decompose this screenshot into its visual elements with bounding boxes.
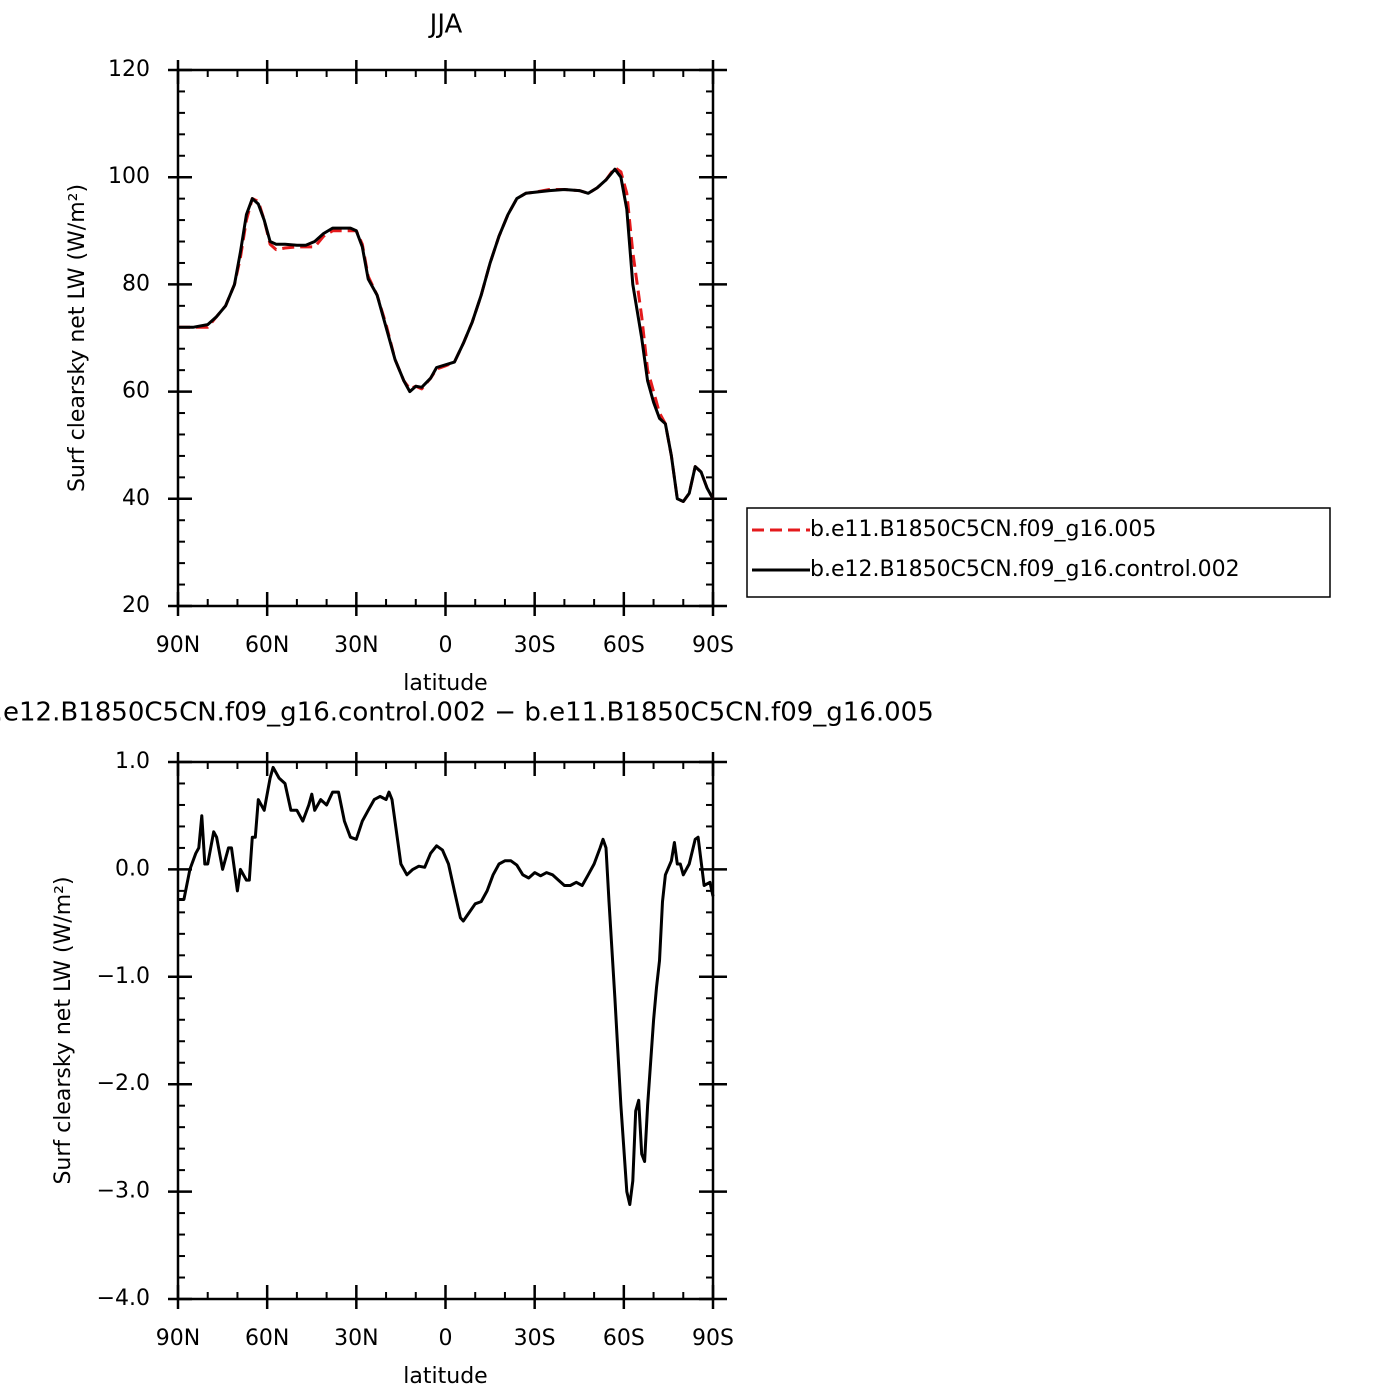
x-tick-label: 60S	[603, 1326, 645, 1351]
x-axis-label: latitude	[403, 1364, 487, 1389]
legend-label: b.e12.B1850C5CN.f09_g16.control.002	[810, 557, 1240, 582]
x-tick-label: 60S	[603, 633, 645, 658]
y-tick-label: 60	[122, 379, 150, 404]
data-line	[178, 765, 715, 1206]
y-tick-label: 40	[122, 486, 150, 511]
data-line	[178, 166, 715, 503]
x-tick-label: 60N	[245, 633, 289, 658]
x-axis-label: latitude	[403, 671, 487, 696]
y-tick-label: −4.0	[97, 1286, 150, 1311]
y-tick-label: 100	[108, 164, 150, 189]
y-tick-label: −1.0	[97, 964, 150, 989]
x-tick-label: 30S	[514, 633, 556, 658]
x-tick-label: 30N	[334, 1326, 378, 1351]
x-tick-label: 30S	[514, 1326, 556, 1351]
y-tick-label: 0.0	[115, 856, 150, 881]
chart-title: JJA	[428, 10, 463, 40]
x-tick-label: 90S	[692, 1326, 734, 1351]
x-tick-label: 90N	[156, 633, 200, 658]
data-line	[178, 167, 715, 503]
y-tick-label: 20	[122, 593, 150, 618]
plot-frame	[176, 68, 715, 608]
x-tick-label: 30N	[334, 633, 378, 658]
x-tick-label: 60N	[245, 1326, 289, 1351]
y-tick-label: −3.0	[97, 1179, 150, 1204]
y-tick-label: 120	[108, 57, 150, 82]
x-tick-label: 90N	[156, 1326, 200, 1351]
x-tick-label: 0	[439, 633, 453, 658]
legend-box	[746, 507, 1331, 598]
chart-title: b.e12.B1850C5CN.f09_g16.control.002 − b.…	[0, 698, 934, 728]
y-tick-label: 1.0	[115, 749, 150, 774]
y-axis-label: Surf clearsky net LW (W/m²)	[65, 184, 90, 492]
legend-label: b.e11.B1850C5CN.f09_g16.005	[810, 517, 1156, 542]
plot-frame	[176, 760, 715, 1301]
y-tick-label: 80	[122, 271, 150, 296]
y-tick-label: −2.0	[97, 1071, 150, 1096]
x-tick-label: 90S	[692, 633, 734, 658]
x-tick-label: 0	[439, 1326, 453, 1351]
y-axis-label: Surf clearsky net LW (W/m²)	[51, 876, 76, 1184]
